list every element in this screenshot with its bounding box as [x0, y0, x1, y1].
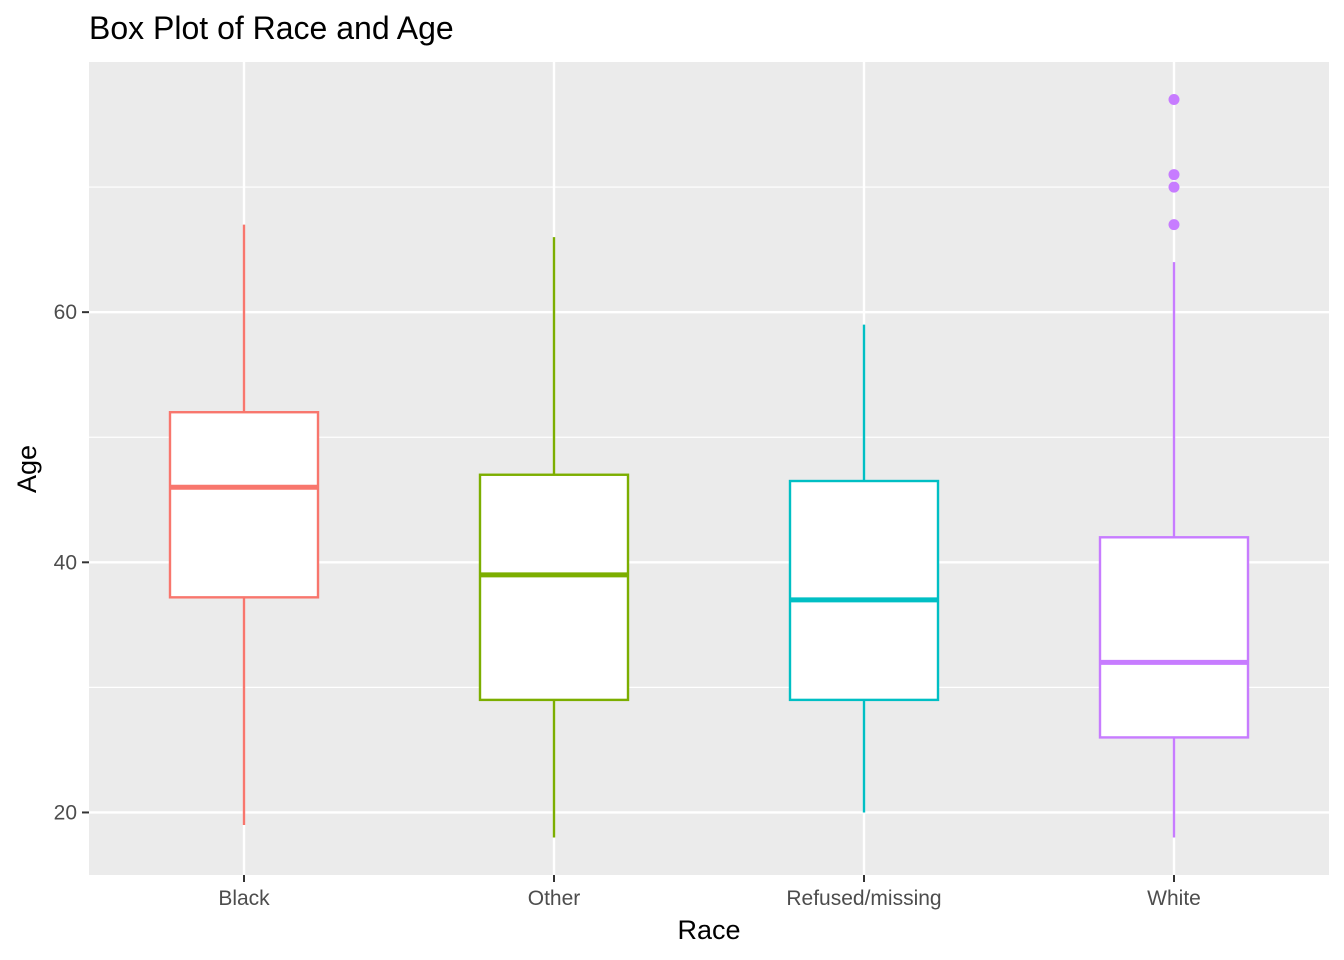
- x-axis-title: Race: [677, 915, 740, 945]
- iqr-box: [168, 411, 320, 599]
- box-white: [1098, 94, 1250, 838]
- x-tick-label: White: [1147, 887, 1201, 910]
- x-tick-label: Refused/missing: [786, 887, 941, 910]
- outlier-point: [1168, 219, 1180, 231]
- x-tick-label: Black: [218, 887, 270, 910]
- iqr-box: [1098, 536, 1250, 739]
- outlier-point: [1168, 169, 1180, 181]
- outlier-point: [1168, 94, 1180, 106]
- box-other: [478, 237, 630, 838]
- y-axis: 20 40 60: [54, 301, 89, 824]
- iqr-box: [478, 473, 630, 702]
- box-black: [168, 224, 320, 825]
- box-layer: [168, 94, 1250, 838]
- x-axis: Black Other Refused/missing White: [218, 875, 1201, 910]
- x-tick-label: Other: [528, 887, 581, 910]
- y-tick-label: 20: [54, 801, 77, 824]
- y-tick-label: 40: [54, 551, 77, 574]
- box-refused-missing: [788, 324, 940, 813]
- iqr-box: [788, 479, 940, 702]
- outlier-point: [1168, 181, 1180, 193]
- chart-title: Box Plot of Race and Age: [89, 10, 454, 46]
- y-tick-label: 60: [54, 301, 77, 324]
- y-axis-title: Age: [12, 445, 42, 493]
